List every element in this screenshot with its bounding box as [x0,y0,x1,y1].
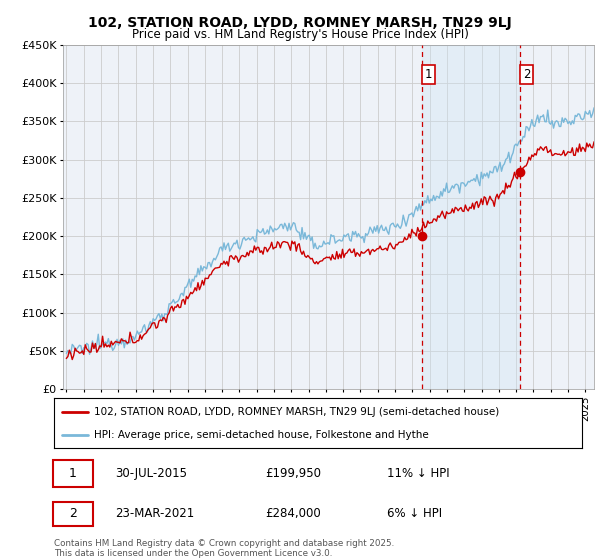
Text: 11% ↓ HPI: 11% ↓ HPI [386,467,449,480]
Text: £284,000: £284,000 [265,507,321,520]
FancyBboxPatch shape [53,502,92,526]
Text: Price paid vs. HM Land Registry's House Price Index (HPI): Price paid vs. HM Land Registry's House … [131,28,469,41]
Text: £199,950: £199,950 [265,467,321,480]
Text: 23-MAR-2021: 23-MAR-2021 [115,507,194,520]
Text: HPI: Average price, semi-detached house, Folkestone and Hythe: HPI: Average price, semi-detached house,… [94,431,428,440]
Text: 2: 2 [69,507,77,520]
Bar [422,45,520,389]
FancyBboxPatch shape [53,460,92,487]
Text: 102, STATION ROAD, LYDD, ROMNEY MARSH, TN29 9LJ: 102, STATION ROAD, LYDD, ROMNEY MARSH, T… [88,16,512,30]
Text: 1: 1 [425,68,433,81]
Text: 2: 2 [523,68,530,81]
Text: 1: 1 [69,467,77,480]
Text: 30-JUL-2015: 30-JUL-2015 [115,467,187,480]
Text: 102, STATION ROAD, LYDD, ROMNEY MARSH, TN29 9LJ (semi-detached house): 102, STATION ROAD, LYDD, ROMNEY MARSH, T… [94,407,499,417]
Text: Contains HM Land Registry data © Crown copyright and database right 2025.
This d: Contains HM Land Registry data © Crown c… [54,539,394,558]
Text: 6% ↓ HPI: 6% ↓ HPI [386,507,442,520]
